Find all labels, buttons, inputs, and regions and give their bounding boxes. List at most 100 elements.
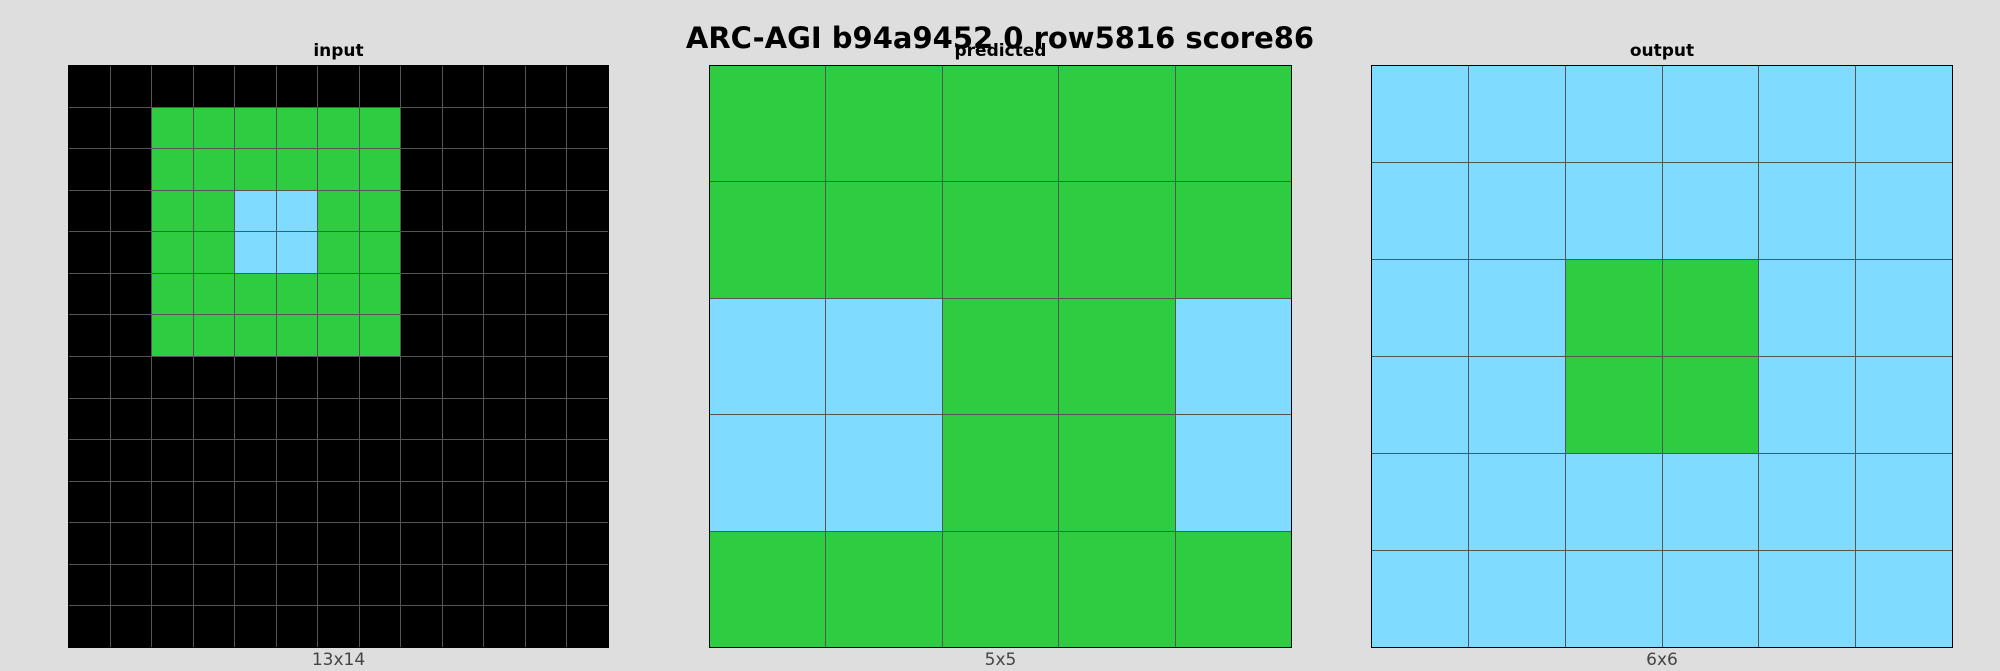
grid-cell — [942, 66, 1059, 182]
grid-cell — [1662, 163, 1759, 259]
grid-cell — [318, 398, 359, 440]
grid-cell — [1565, 260, 1662, 356]
grid-cell — [1059, 298, 1175, 415]
grid-cell — [235, 398, 276, 440]
grid-cell — [152, 606, 193, 647]
grid-cell — [1468, 454, 1565, 550]
grid-cell — [359, 523, 401, 564]
grid-cell — [525, 107, 567, 149]
grid-cell — [401, 481, 442, 523]
grid-cell — [567, 606, 608, 647]
grid-cell — [110, 523, 152, 564]
grid-cell — [235, 357, 276, 398]
grid-cell — [235, 66, 276, 107]
grid-cell — [359, 149, 401, 190]
grid-cell — [152, 564, 193, 606]
grid-cell — [1468, 551, 1565, 647]
predicted-panel-title: predicted — [954, 41, 1047, 61]
grid-cell — [942, 298, 1059, 415]
grid-cell — [359, 440, 401, 481]
grid-cell — [152, 107, 193, 149]
grid-cell — [69, 273, 110, 315]
grid-cell — [1856, 454, 1952, 550]
grid-cell — [359, 66, 401, 107]
grid-cell — [318, 232, 359, 273]
figure-title: ARC-AGI b94a9452 0 row5816 score86 — [685, 21, 1315, 55]
grid-cell — [567, 481, 608, 523]
grid-cell — [276, 273, 318, 315]
grid-cell — [1662, 357, 1759, 453]
grid-cell — [359, 564, 401, 606]
grid-cell — [525, 315, 567, 356]
grid-cell — [193, 149, 235, 190]
grid-cell — [1175, 298, 1291, 415]
grid-cell — [1372, 357, 1468, 453]
grid-cell — [318, 523, 359, 564]
grid-cell — [826, 298, 942, 415]
grid-cell — [276, 66, 318, 107]
grid-cell — [710, 182, 826, 298]
grid-cell — [1059, 415, 1175, 531]
grid-cell — [1059, 66, 1175, 182]
grid-cell — [235, 149, 276, 190]
grid-cell — [152, 523, 193, 564]
grid-cell — [442, 66, 484, 107]
grid-cell — [1372, 454, 1468, 550]
grid-cell — [69, 523, 110, 564]
grid-cell — [525, 149, 567, 190]
predicted-grid — [709, 65, 1292, 648]
grid-cell — [359, 481, 401, 523]
grid-cell — [525, 440, 567, 481]
grid-cell — [152, 315, 193, 356]
grid-cell — [401, 232, 442, 273]
grid-cell — [1565, 551, 1662, 647]
grid-cell — [442, 523, 484, 564]
grid-cell — [193, 66, 235, 107]
grid-cell — [1565, 357, 1662, 453]
grid-cell — [110, 481, 152, 523]
output-grid — [1371, 65, 1953, 648]
grid-cell — [359, 232, 401, 273]
grid-cell — [710, 531, 826, 647]
grid-cell — [359, 606, 401, 647]
grid-cell — [442, 232, 484, 273]
grid-cell — [193, 232, 235, 273]
grid-cell — [318, 190, 359, 232]
grid-cell — [1856, 357, 1952, 453]
grid-cell — [359, 273, 401, 315]
grid-cell — [193, 606, 235, 647]
grid-cell — [359, 398, 401, 440]
grid-cell — [1468, 357, 1565, 453]
grid-cell — [525, 66, 567, 107]
grid-cell — [567, 564, 608, 606]
grid-cell — [1468, 66, 1565, 162]
grid-cell — [110, 149, 152, 190]
grid-cell — [1759, 551, 1856, 647]
grid-cell — [359, 315, 401, 356]
grid-cell — [193, 564, 235, 606]
grid-cell — [1175, 415, 1291, 531]
grid-cell — [1468, 163, 1565, 259]
grid-cell — [276, 606, 318, 647]
grid-cell — [442, 564, 484, 606]
grid-cell — [152, 149, 193, 190]
grid-cell — [442, 481, 484, 523]
grid-cell — [1372, 163, 1468, 259]
grid-cell — [276, 440, 318, 481]
grid-cell — [525, 273, 567, 315]
grid-cell — [1175, 66, 1291, 182]
grid-cell — [69, 190, 110, 232]
grid-cell — [110, 606, 152, 647]
grid-cell — [1759, 163, 1856, 259]
grid-cell — [110, 232, 152, 273]
grid-cell — [152, 440, 193, 481]
grid-cell — [235, 481, 276, 523]
grid-cell — [69, 440, 110, 481]
grid-cell — [826, 66, 942, 182]
grid-cell — [1372, 260, 1468, 356]
grid-cell — [1059, 182, 1175, 298]
grid-cell — [318, 315, 359, 356]
grid-cell — [484, 523, 525, 564]
grid-cell — [401, 606, 442, 647]
grid-cell — [1856, 551, 1952, 647]
